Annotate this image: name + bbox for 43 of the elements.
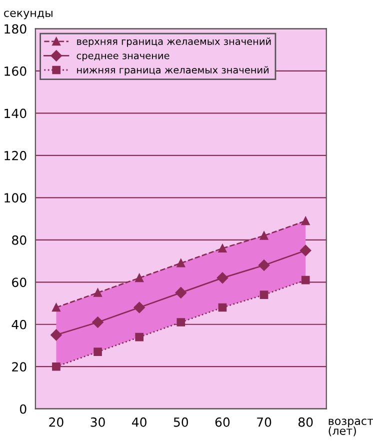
y-tick-label: 160 [4,66,26,76]
y-tick-label: 60 [12,278,26,288]
point [300,244,312,256]
y-tick-label: 40 [12,320,26,330]
point [94,348,102,356]
point [218,303,227,312]
x-tick-label: 30 [90,417,105,427]
point [176,258,186,268]
point [216,272,228,284]
legend-label: верхняя граница желаемых значений [77,38,271,47]
point [260,232,268,240]
point [218,244,227,253]
y-tick-label: 80 [12,235,26,245]
point [258,260,270,271]
legend-label: нижняя граница желаемых значений [77,66,268,76]
point [52,362,60,371]
point [52,303,60,312]
point [176,318,186,326]
y-tick-label: 20 [12,362,26,372]
y-tick-label: 140 [4,108,26,118]
x-tick-label: 50 [174,417,188,427]
legend-label: среднее значение [76,54,170,62]
y-tick-label: 180 [4,24,26,34]
x-axis-title: возраст (лет) [328,418,373,436]
x-tick-label: 80 [298,417,313,427]
y-tick-label: 100 [4,193,26,203]
y-tick-label: 120 [4,150,26,160]
point [260,290,268,299]
y-axis-title: секунды [4,10,52,20]
point [135,274,144,282]
point [301,216,310,226]
point [135,332,144,342]
x-tick-label: 40 [132,417,146,427]
x-tick-label: 60 [215,417,230,427]
point [94,288,102,297]
point [301,276,310,284]
point [175,287,187,298]
x-tick-label: 20 [49,417,64,427]
point [92,316,104,328]
x-tick-label: 70 [257,417,272,427]
point [134,302,145,314]
y-tick-label: 0 [20,404,26,414]
point [50,329,62,341]
